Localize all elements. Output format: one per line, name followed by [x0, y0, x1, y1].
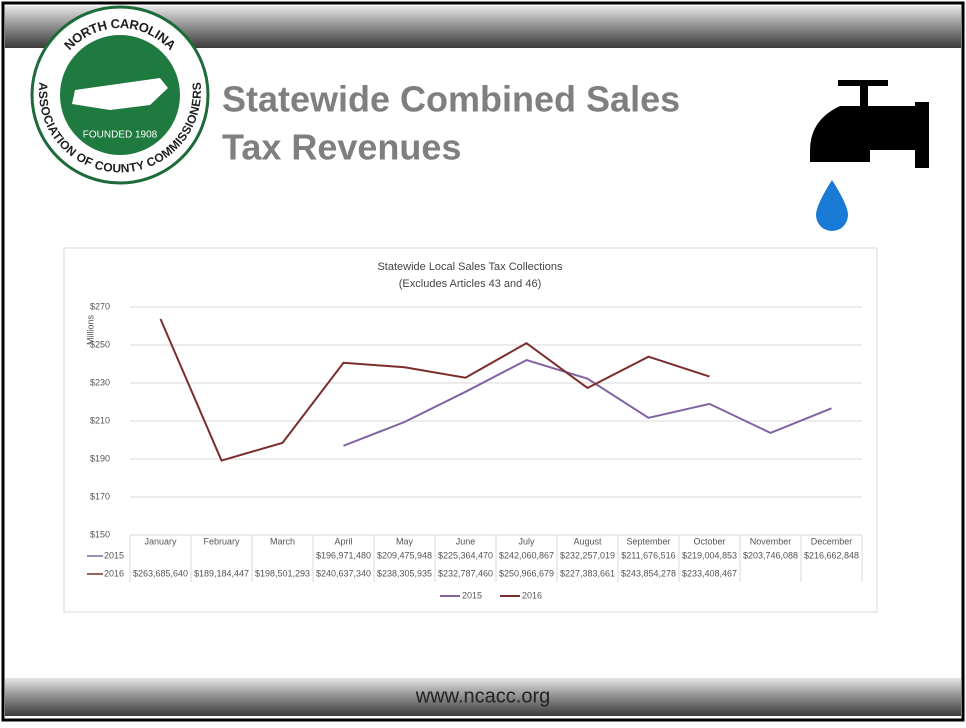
faucet-flange — [915, 102, 929, 168]
chart-subtitle: (Excludes Articles 43 and 46) — [399, 278, 541, 290]
table-series-name: 2015 — [104, 550, 124, 560]
footer-url: www.ncacc.org — [415, 685, 551, 707]
table-value: $250,966,679 — [499, 568, 554, 578]
faucet-body — [810, 106, 915, 162]
y-tick-label: $210 — [90, 415, 110, 425]
x-tick-label: June — [456, 536, 476, 546]
table-value: $211,676,516 — [621, 550, 675, 560]
y-axis-label: Millions — [85, 315, 95, 346]
table-value: $219,004,853 — [682, 550, 737, 560]
x-tick-label: February — [203, 536, 240, 546]
table-value: $243,854,278 — [621, 568, 676, 578]
table-value: $225,364,470 — [438, 550, 493, 560]
x-tick-label: August — [573, 536, 602, 546]
table-value: $203,746,088 — [743, 550, 798, 560]
table-value: $189,184,447 — [194, 568, 249, 578]
table-value: $198,501,293 — [255, 568, 310, 578]
x-tick-label: July — [518, 536, 535, 546]
x-tick-label: January — [144, 536, 177, 546]
slide-title: Statewide Combined Sales — [222, 79, 680, 120]
logo-founded: FOUNDED 1908 — [83, 130, 158, 141]
table-value: $242,060,867 — [499, 550, 554, 560]
water-drop — [816, 180, 848, 231]
table-value: $216,662,848 — [804, 550, 859, 560]
table-value: $232,257,019 — [560, 550, 615, 560]
legend-label: 2015 — [462, 590, 482, 600]
table-value: $238,305,935 — [377, 568, 432, 578]
logo: NORTH CAROLINA ASSOCIATION OF COUNTY COM… — [30, 5, 210, 185]
y-tick-label: $170 — [90, 491, 110, 501]
table-series-name: 2016 — [104, 568, 124, 578]
table-value: $263,685,640 — [133, 568, 188, 578]
x-tick-label: December — [811, 536, 853, 546]
y-tick-label: $190 — [90, 453, 110, 463]
series-line — [159, 318, 710, 462]
x-tick-label: March — [270, 536, 295, 546]
x-tick-label: November — [750, 536, 792, 546]
faucet-icon — [810, 80, 929, 231]
table-value: $233,408,467 — [682, 568, 737, 578]
table-value: $196,971,480 — [316, 550, 371, 560]
x-tick-label: May — [396, 536, 414, 546]
table-value: $227,383,661 — [560, 568, 615, 578]
faucet-handle — [838, 80, 888, 86]
faucet-stem — [860, 84, 868, 106]
slide-title: Tax Revenues — [222, 127, 461, 168]
table-value: $209,475,948 — [377, 550, 432, 560]
state-shape — [72, 78, 168, 110]
y-tick-label: $150 — [90, 529, 110, 539]
table-value: $232,787,460 — [438, 568, 493, 578]
table-value: $240,637,340 — [316, 568, 371, 578]
series-line — [343, 359, 832, 447]
x-tick-label: October — [693, 536, 725, 546]
y-tick-label: $250 — [90, 339, 110, 349]
chart-box — [63, 247, 878, 613]
x-tick-label: April — [334, 536, 352, 546]
y-tick-label: $270 — [90, 301, 110, 311]
legend-label: 2016 — [522, 590, 542, 600]
y-tick-label: $230 — [90, 377, 110, 387]
bottom-bar — [5, 678, 961, 716]
x-tick-label: September — [626, 536, 670, 546]
chart-title: Statewide Local Sales Tax Collections — [377, 261, 563, 273]
